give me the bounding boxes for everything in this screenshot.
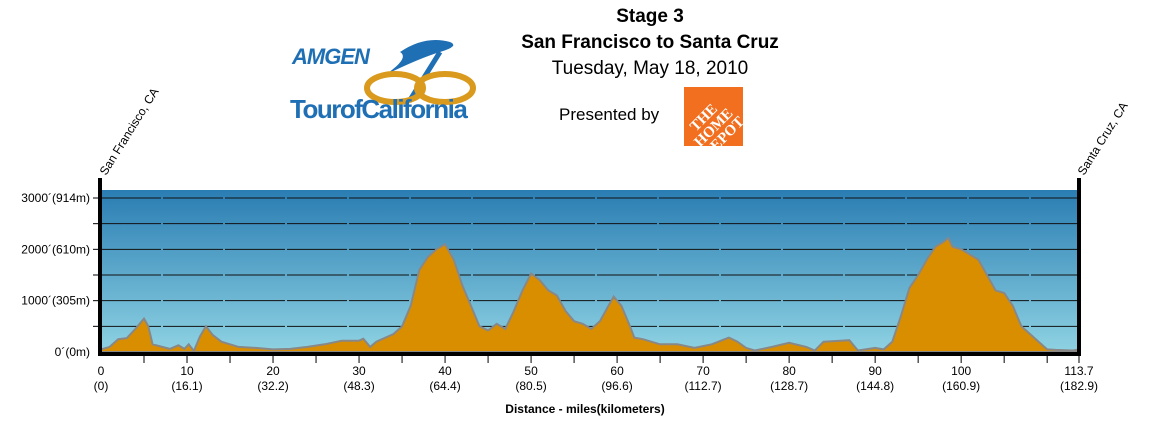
y-tick-label: 1000´(305m) bbox=[21, 294, 90, 308]
home-depot-logo: THE HOME DEPOT bbox=[684, 87, 743, 146]
y-tick-label: 2000´(610m) bbox=[21, 242, 90, 256]
x-tick-label-miles: 113.7 bbox=[1064, 364, 1093, 378]
x-tick-label-miles: 40 bbox=[438, 364, 452, 378]
x-tick-label-miles: 60 bbox=[610, 364, 624, 378]
finish-location-label: Santa Cruz, CA bbox=[1075, 99, 1131, 177]
x-tick-label-km: (64.4) bbox=[429, 379, 460, 393]
y-tick-label: 0´(0m) bbox=[55, 345, 90, 359]
x-tick-label-km: (16.1) bbox=[171, 379, 202, 393]
x-tick-label-km: (0) bbox=[94, 379, 109, 393]
x-tick-label-km: (96.6) bbox=[601, 379, 632, 393]
stage-route: San Francisco to Santa Cruz bbox=[521, 32, 779, 53]
presented-by-label: Presented by bbox=[559, 105, 660, 124]
x-tick-label-miles: 90 bbox=[868, 364, 882, 378]
x-tick-label-km: (128.7) bbox=[770, 379, 808, 393]
stage-number: Stage 3 bbox=[616, 6, 684, 27]
stage-date: Tuesday, May 18, 2010 bbox=[551, 58, 749, 79]
x-tick-label-km: (32.2) bbox=[257, 379, 288, 393]
tour-of-california-wordmark: TourofCalifornia bbox=[290, 94, 468, 124]
x-tick-label-miles: 10 bbox=[180, 364, 194, 378]
finish-bar bbox=[1077, 178, 1081, 356]
elevation-area bbox=[100, 236, 1080, 353]
x-tick-label-miles: 30 bbox=[352, 364, 366, 378]
x-axis bbox=[98, 352, 1081, 356]
x-tick-label-km: (80.5) bbox=[515, 379, 546, 393]
x-tick-label-miles: 70 bbox=[696, 364, 710, 378]
tour-of-california-logo: AMGEN TourofCalifornia bbox=[290, 30, 480, 125]
x-tick-label-km: (48.3) bbox=[343, 379, 374, 393]
x-tick-label-miles: 50 bbox=[524, 364, 538, 378]
x-tick-label-miles: 20 bbox=[266, 364, 280, 378]
x-tick-label-miles: 0 bbox=[98, 364, 105, 378]
x-tick-label-km: (182.9) bbox=[1060, 379, 1098, 393]
x-tick-label-km: (112.7) bbox=[685, 379, 722, 393]
start-location-label: San Francisco, CA bbox=[97, 85, 162, 177]
y-tick-label: 3000´(914m) bbox=[21, 191, 90, 205]
x-tick-label-miles: 80 bbox=[782, 364, 796, 378]
amgen-wordmark: AMGEN bbox=[292, 44, 370, 69]
start-bar bbox=[98, 178, 102, 356]
cyclist-logo-icon bbox=[364, 39, 476, 105]
x-tick-label-km: (144.8) bbox=[856, 379, 894, 393]
x-tick-label-miles: 100 bbox=[951, 364, 971, 378]
x-axis-title: Distance - miles(kilometers) bbox=[505, 402, 664, 416]
x-tick-label-km: (160.9) bbox=[942, 379, 980, 393]
